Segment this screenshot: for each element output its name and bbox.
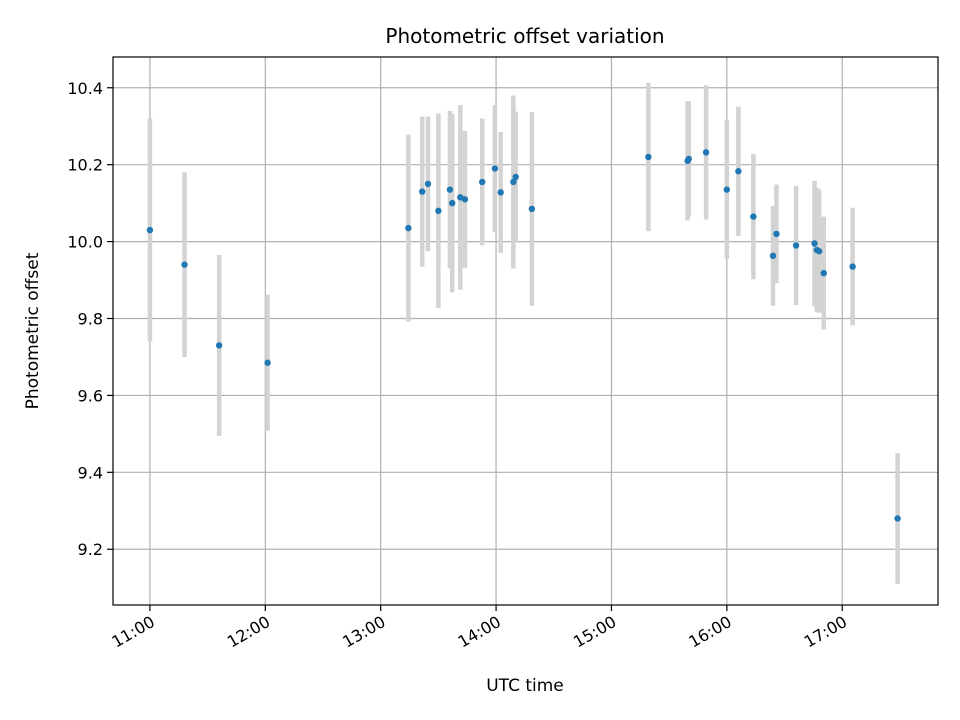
data-point [215, 342, 223, 349]
data-point [181, 261, 188, 268]
data-point [497, 189, 504, 196]
x-tick-label: 17:00 [801, 612, 850, 652]
x-tick-label: 12:00 [224, 612, 273, 652]
data-point [424, 180, 432, 188]
y-axis-label: Photometric offset [23, 252, 43, 409]
y-tick-label: 9.4 [78, 463, 103, 482]
x-axis: 11:00 12:00 13:00 14:00 15:00 16:00 17:00 [108, 605, 850, 652]
data-point [685, 155, 692, 163]
data-point [264, 359, 271, 366]
data-point [811, 240, 818, 247]
data-point [773, 230, 780, 238]
data-point [491, 165, 499, 172]
data-point [449, 199, 456, 207]
error-bars [147, 82, 900, 584]
x-tick-label: 13:00 [339, 612, 388, 652]
chart-title: Photometric offset variation [385, 24, 664, 48]
data-point [528, 205, 536, 213]
data-point [723, 186, 731, 193]
data-point [849, 263, 856, 270]
data-point [512, 173, 519, 181]
data-point [461, 196, 469, 203]
y-axis: 9.2 9.4 9.6 9.8 10.0 10.2 10.4 [67, 79, 113, 559]
plot-frame [112, 56, 939, 606]
y-tick-label: 10.0 [67, 233, 103, 252]
data-point [702, 149, 710, 156]
x-tick-label: 16:00 [685, 612, 734, 652]
y-tick-label: 10.4 [67, 79, 103, 98]
data-point [815, 248, 823, 255]
data-point [435, 207, 442, 215]
data-point [645, 153, 652, 161]
data-point [405, 224, 412, 232]
y-tick-label: 10.2 [67, 156, 103, 175]
x-axis-label: UTC time [486, 676, 564, 696]
data-point [820, 269, 827, 277]
data-point [769, 252, 777, 260]
data-point [446, 186, 454, 193]
y-tick-label: 9.8 [78, 310, 103, 329]
data-point [894, 515, 901, 522]
x-tick-label: 11:00 [108, 612, 157, 652]
data-point [419, 188, 426, 195]
data-point [792, 242, 800, 249]
data-point [146, 226, 154, 234]
data-point [479, 178, 486, 186]
y-tick-label: 9.2 [78, 540, 103, 559]
data-point [510, 178, 517, 186]
x-tick-label: 15:00 [570, 612, 619, 652]
data-point [750, 213, 757, 220]
data-point [735, 168, 742, 175]
y-tick-label: 9.6 [78, 386, 103, 405]
x-tick-label: 14:00 [455, 612, 504, 652]
grid [113, 57, 938, 605]
data-points [146, 149, 901, 522]
